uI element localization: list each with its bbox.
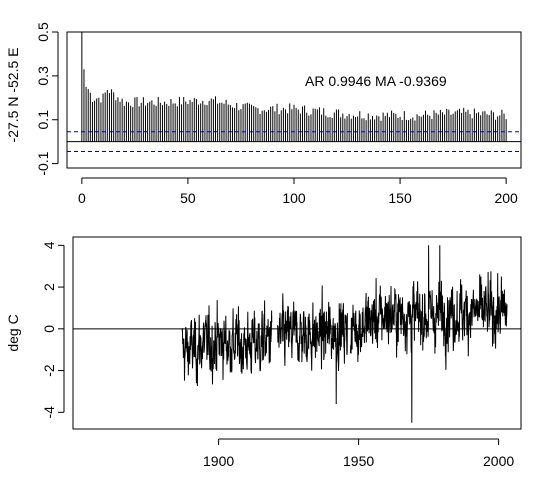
- acf-y-tick-label: 0.3: [35, 66, 51, 86]
- acf-x-tick-label: 0: [78, 190, 86, 206]
- acf-x-tick-label: 200: [494, 190, 518, 206]
- acf-x-tick-label: 50: [180, 190, 196, 206]
- acf-y-axis: -0.1 0.1 0.3 0.5: [35, 22, 59, 176]
- temperature-x-tick-label: 1950: [343, 453, 374, 469]
- temperature-y-axis-label: deg C: [5, 314, 21, 351]
- temperature-panel: 1900 1950 2000 -4 -2 0 2 4 deg C: [5, 236, 522, 469]
- temperature-y-axis: -4 -2 0 2 4: [41, 241, 65, 419]
- temperature-x-tick-label: 1900: [203, 453, 234, 469]
- temperature-plot-frame: [72, 236, 522, 430]
- acf-x-axis: 0 50 100 150 200: [78, 177, 518, 206]
- acf-x-tick-label: 150: [388, 190, 412, 206]
- acf-bars: [81, 32, 507, 142]
- temperature-y-tick-label: 2: [41, 283, 57, 291]
- acf-panel: 0 50 100 150 200 -0.1 0.1 0.3 0.5 -27.5 N -52.5…: [5, 22, 522, 206]
- acf-y-tick-label: -0.1: [35, 151, 51, 175]
- acf-y-tick-label: 0.1: [35, 110, 51, 130]
- temperature-y-tick-label: -2: [41, 364, 57, 377]
- acf-x-tick-label: 100: [282, 190, 306, 206]
- temperature-series-line: [181, 245, 508, 423]
- temperature-y-tick-label: 0: [41, 325, 57, 333]
- temperature-y-tick-label: 4: [41, 241, 57, 249]
- acf-y-axis-label: -27.5 N -52.5 E: [5, 48, 21, 143]
- temperature-x-tick-label: 2000: [483, 453, 514, 469]
- arma-annotation: AR 0.9946 MA -0.9369: [305, 73, 447, 89]
- acf-plot-frame: [66, 31, 522, 169]
- acf-y-tick-label: 0.5: [35, 22, 51, 42]
- temperature-x-axis: 1900 1950 2000: [203, 438, 514, 469]
- temperature-y-tick-label: -4: [41, 406, 57, 419]
